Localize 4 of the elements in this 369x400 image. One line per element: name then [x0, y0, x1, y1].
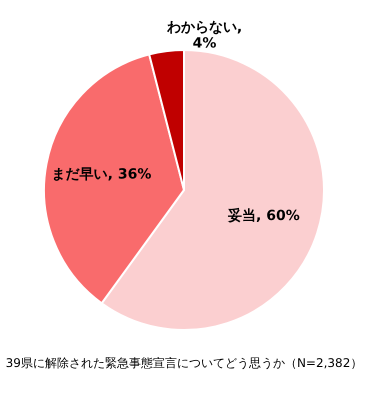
text: 39県に解除された緊急事態宣言についてどう思うか（N=2,382）: [6, 356, 362, 370]
slice-label: わからない, 4%: [166, 19, 242, 52]
slice-label: 妥当, 60%: [227, 206, 300, 224]
slice-label: まだ早い, 36%: [52, 166, 152, 182]
